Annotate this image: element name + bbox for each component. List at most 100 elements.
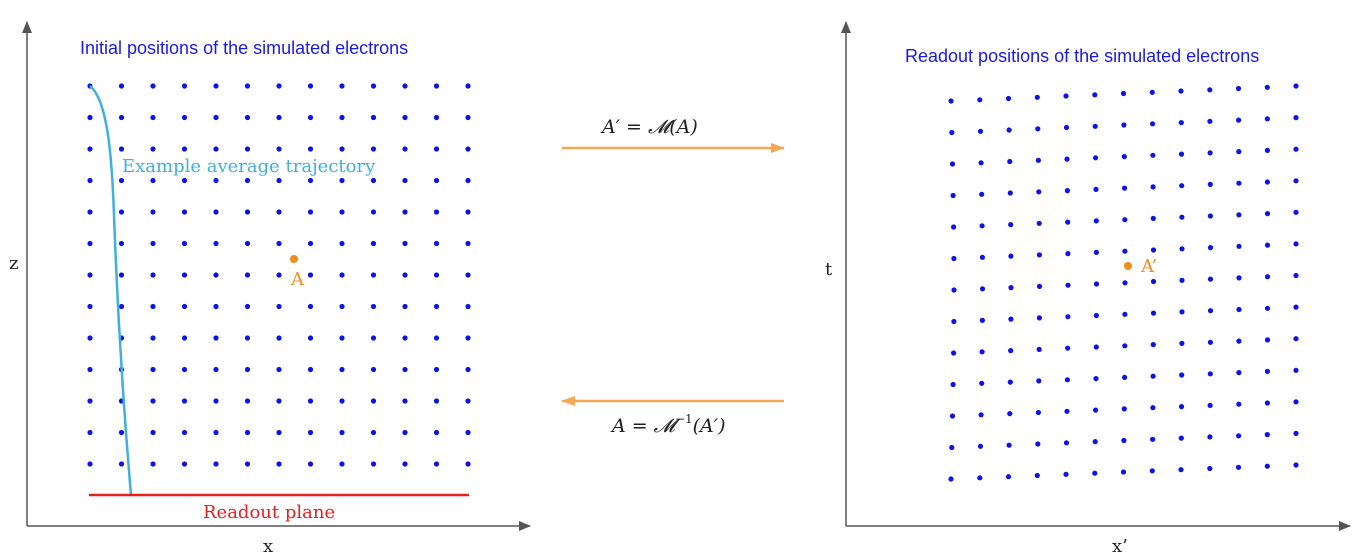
readout-electron-dot	[1207, 465, 1213, 472]
readout-electron-dot	[1065, 314, 1071, 320]
initial-electron-dot	[213, 429, 219, 436]
readout-electron-dot	[1236, 338, 1242, 344]
initial-electron-dot	[276, 272, 282, 278]
readout-electron-dot	[1122, 248, 1128, 254]
initial-electron-dot	[433, 83, 440, 89]
readout-electron-dot	[1122, 311, 1128, 317]
readout-electron-dot	[1092, 92, 1098, 98]
initial-electron-dot	[181, 177, 188, 184]
initial-electron-dot	[402, 335, 408, 341]
initial-electron-dot	[370, 177, 377, 184]
readout-electron-dot	[1264, 179, 1270, 185]
readout-electron-dot	[1007, 411, 1013, 417]
readout-electron-dot	[1264, 84, 1270, 90]
readout-electron-dot	[1207, 339, 1213, 345]
readout-electron-dot	[951, 350, 957, 356]
initial-electron-dot	[307, 429, 314, 436]
initial-electron-dot	[402, 240, 408, 247]
readout-electron-dot	[979, 223, 985, 229]
inverse-mapping-lhs: A	[610, 415, 626, 437]
readout-electron-dot	[948, 476, 954, 482]
readout-electron-dot	[951, 255, 957, 262]
initial-electron-dot	[339, 209, 345, 215]
initial-electron-dot	[244, 303, 251, 310]
initial-electron-dot	[465, 83, 471, 89]
initial-electron-dot	[339, 398, 345, 404]
readout-electron-dot	[1035, 409, 1041, 416]
forward-mapping-rhs: 𝓜(A)	[648, 116, 698, 138]
readout-electron-dot	[1264, 400, 1270, 406]
initial-electron-dot	[87, 177, 93, 184]
left-panel-title: Initial positions of the simulated elect…	[80, 38, 408, 58]
initial-electron-dot	[87, 240, 93, 247]
readout-electron-dot	[1122, 343, 1128, 349]
initial-electron-dot	[150, 366, 156, 373]
readout-electron-dot	[1264, 305, 1271, 311]
initial-electron-dot	[307, 335, 314, 341]
initial-electron-dot	[339, 83, 345, 89]
initial-electron-dot	[339, 146, 345, 152]
readout-electron-dot	[1178, 404, 1185, 410]
readout-electron-dot	[1036, 378, 1042, 384]
initial-electron-dot	[87, 429, 93, 436]
readout-electron-dot	[1093, 281, 1100, 287]
initial-electron-dot	[150, 303, 156, 310]
initial-electron-dot	[213, 146, 219, 152]
initial-electron-dot	[213, 366, 219, 373]
initial-electron-dot	[213, 240, 219, 247]
initial-electron-dot	[118, 146, 125, 152]
readout-electron-dot	[1236, 370, 1242, 376]
initial-electron-dot	[339, 177, 345, 184]
inverse-mapping-operator: 𝓜	[654, 415, 681, 437]
readout-electron-dot	[1006, 442, 1012, 448]
readout-electron-dot	[1093, 249, 1099, 255]
initial-electron-dot	[118, 114, 125, 121]
initial-electron-dot	[150, 429, 156, 436]
readout-electron-dot	[1264, 211, 1271, 217]
readout-electron-dot	[1293, 115, 1299, 121]
readout-electron-dot	[1008, 253, 1014, 259]
initial-electron-dot	[244, 240, 251, 247]
readout-electron-dot	[1179, 340, 1185, 346]
readout-electron-dot	[1036, 315, 1042, 321]
readout-electron-dot	[1065, 282, 1071, 288]
initial-electron-dot	[213, 114, 219, 121]
example-average-trajectory	[89, 85, 133, 496]
initial-electron-dot	[87, 398, 93, 404]
initial-electron-dot	[402, 83, 408, 89]
readout-electron-dot	[1179, 246, 1185, 252]
initial-electron-dot	[244, 177, 251, 184]
readout-electron-dot	[1035, 157, 1041, 163]
readout-electron-dot	[1293, 272, 1299, 279]
initial-electron-dot	[181, 303, 188, 310]
readout-electron-dot	[979, 317, 986, 323]
readout-electron-dot	[1179, 372, 1185, 378]
initial-electron-dot	[276, 114, 282, 121]
initial-electron-dot	[118, 209, 125, 215]
readout-electron-dot	[1150, 342, 1156, 348]
initial-electron-dot	[402, 398, 408, 404]
initial-electron-dot	[307, 83, 314, 89]
left-x-axis-label: x	[263, 536, 273, 557]
readout-electron-dot	[1178, 151, 1185, 157]
readout-electron-dot	[1150, 436, 1156, 442]
readout-electron-dot	[1264, 147, 1270, 153]
readout-electron-dot	[1034, 94, 1040, 100]
readout-electron-dot	[1207, 434, 1213, 440]
initial-electron-dot	[433, 303, 440, 310]
initial-electron-dot	[276, 398, 282, 404]
initial-electron-dot	[465, 240, 471, 247]
initial-electron-dot	[433, 146, 440, 152]
initial-electron-dot	[402, 177, 408, 184]
readout-electron-dot	[1036, 283, 1043, 289]
initial-electron-dot	[307, 177, 314, 184]
readout-electron-dot	[1065, 219, 1071, 225]
readout-electron-dot	[979, 191, 985, 197]
readout-electron-dot	[950, 381, 956, 388]
initial-electron-dot	[244, 146, 251, 152]
initial-electron-dot	[150, 335, 156, 341]
initial-electron-dot	[339, 335, 345, 341]
initial-electron-dot	[402, 146, 408, 152]
initial-electron-dot	[402, 461, 408, 467]
initial-electron-dot	[244, 272, 251, 278]
